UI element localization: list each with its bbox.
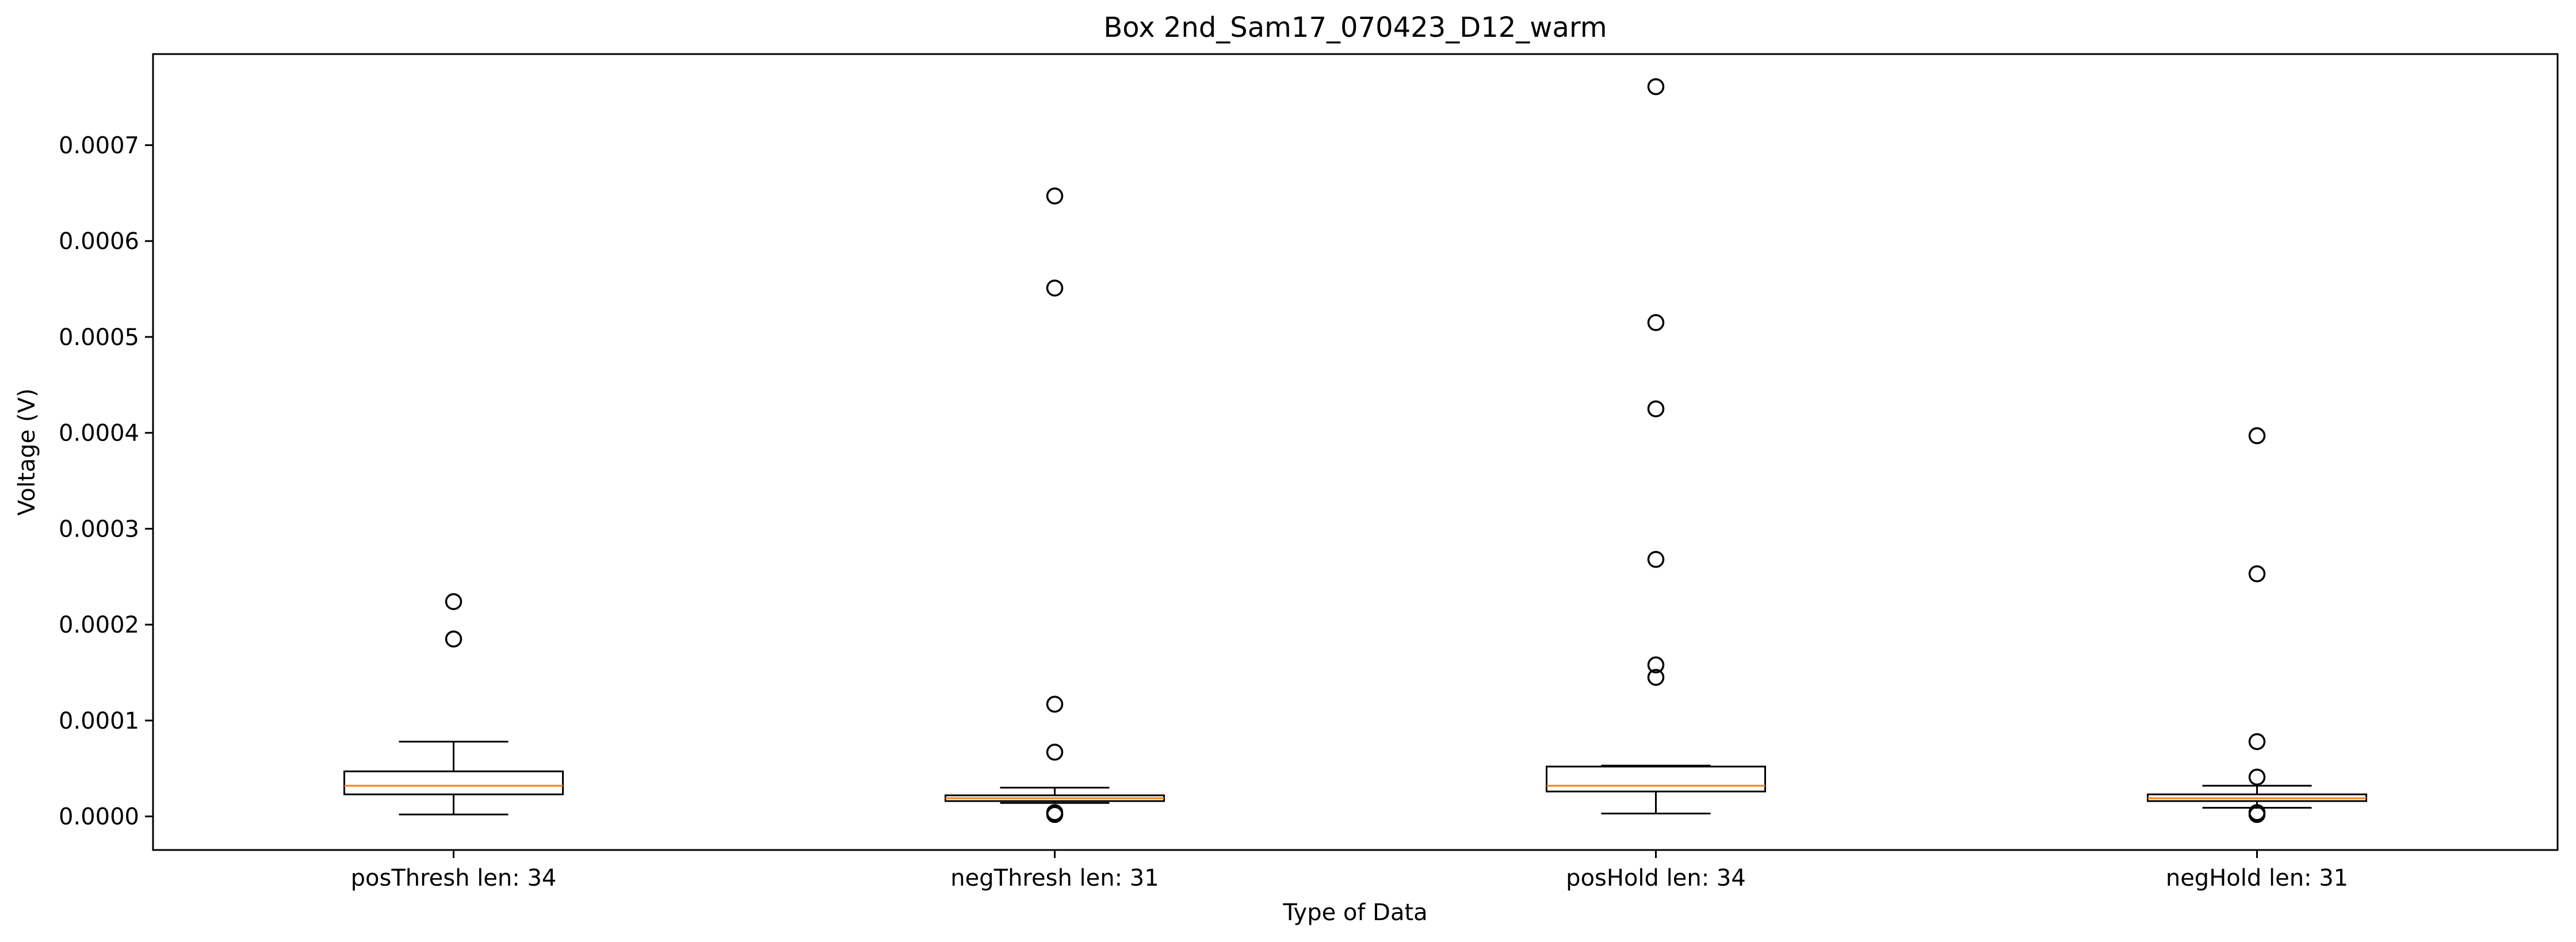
outlier-point [1046,744,1064,761]
y-tick-label: 0.0004 [59,420,139,447]
y-axis-label: Voltage (V) [14,388,40,515]
box-group [343,593,564,815]
y-tick-label: 0.0005 [59,324,139,351]
y-tick-label: 0.0001 [59,708,139,734]
outlier-point [2248,733,2266,750]
chart-title: Box 2nd_Sam17_070423_D12_warm [1103,12,1607,44]
x-tick-label: posThresh len: 34 [351,865,557,891]
x-tick-label: posHold len: 34 [1566,865,1746,891]
box-iqr [343,770,564,795]
outlier-point [1647,400,1665,418]
outlier-point [1647,656,1665,673]
x-axis-label: Type of Data [1282,899,1427,926]
outlier-point [2248,768,2266,786]
outlier-point [2248,804,2266,821]
outlier-point [1647,669,1665,686]
outlier-point [445,593,463,610]
plot-area [152,53,2559,851]
outlier-point [1046,804,1064,821]
outlier-point [1046,695,1064,713]
box-group [945,187,1165,824]
x-axis: posThresh len: 34 negThresh len: 31 posHol… [351,850,2348,891]
box-iqr [1546,765,1766,792]
outlier-point [1647,551,1665,568]
box-group [1546,78,1766,815]
outlier-point [2248,427,2266,445]
outlier-point [1046,279,1064,297]
outlier-point [1647,78,1665,95]
y-tick-label: 0.0006 [59,228,139,255]
outlier-point [1046,187,1064,205]
boxes-layer [343,78,2367,824]
x-tick-label: negHold len: 31 [2166,865,2348,891]
x-tick-label: negThresh len: 31 [950,865,1159,891]
outlier-point [2248,565,2266,583]
y-tick-label: 0.0000 [59,804,139,830]
y-tick-label: 0.0002 [59,612,139,638]
y-tick-label: 0.0007 [59,132,139,159]
box-group [2147,427,2367,824]
outlier-point [1647,314,1665,331]
y-tick-label: 0.0003 [59,516,139,542]
y-axis: 0.0000 0.0001 0.0002 0.0003 0.0004 0.0005 0.00… [59,132,153,830]
outlier-point [445,630,463,648]
